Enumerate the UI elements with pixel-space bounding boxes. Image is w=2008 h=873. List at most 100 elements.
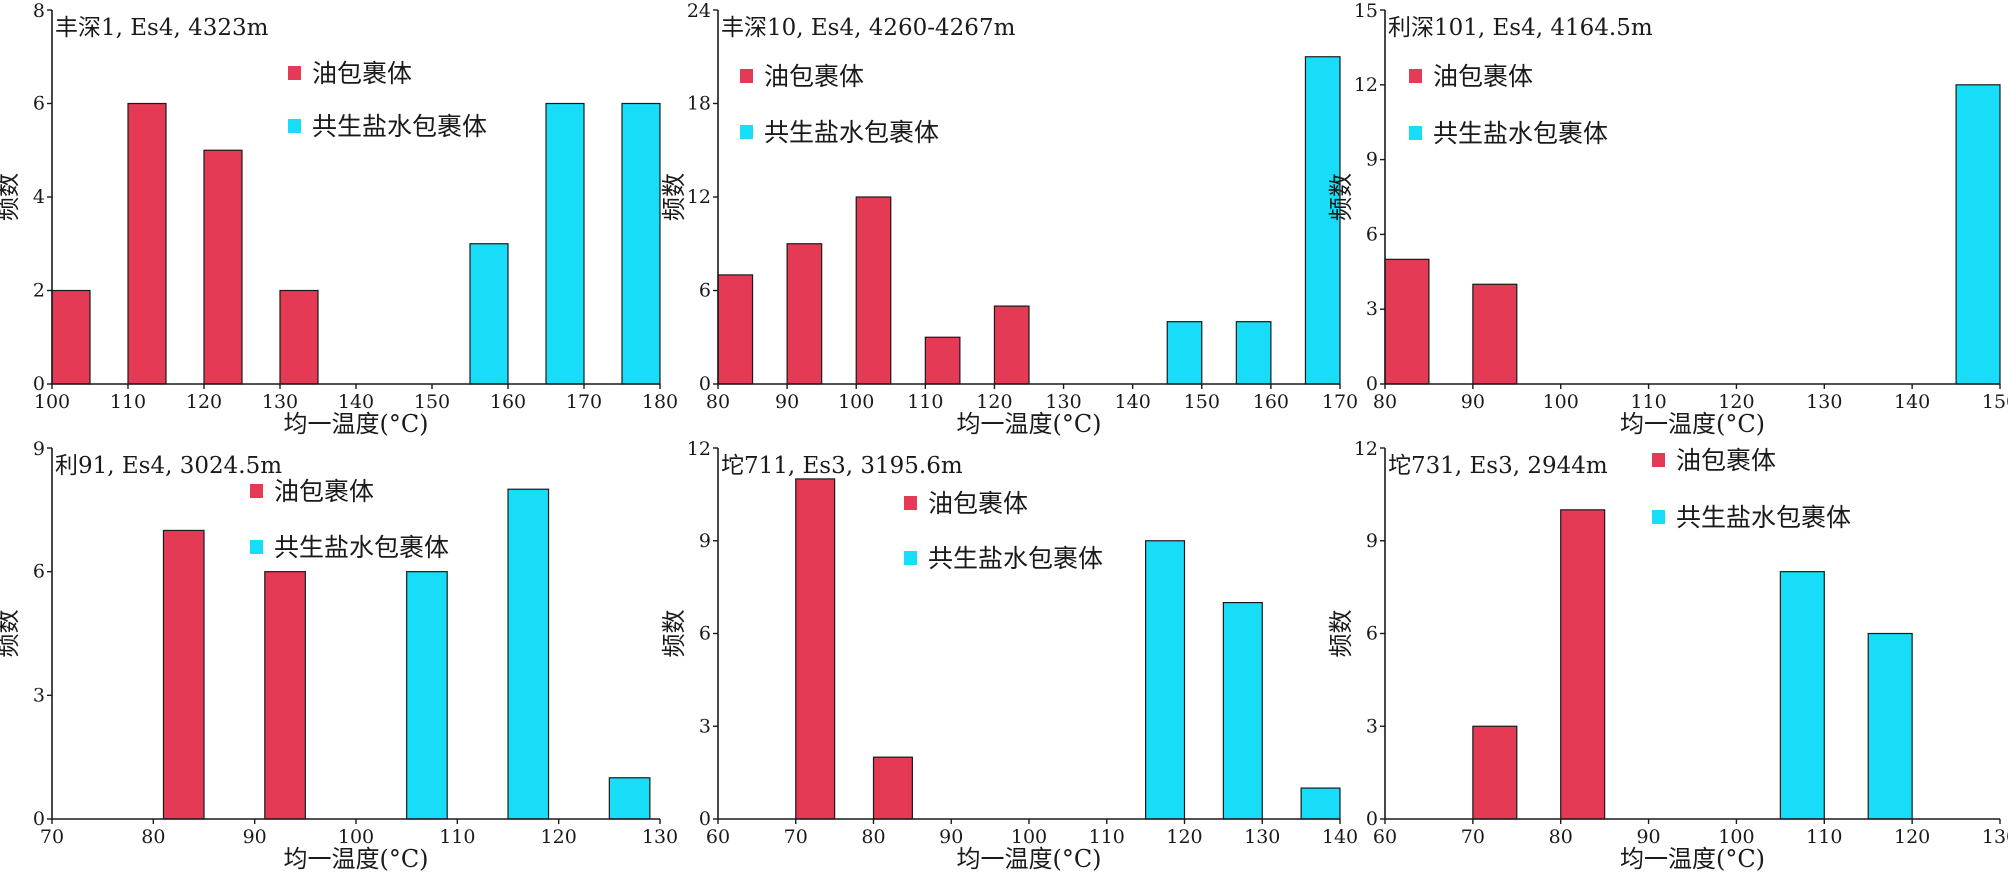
- y-tick-label: 0: [699, 808, 711, 830]
- x-tick-label: 120: [541, 826, 577, 848]
- y-tick-label: 8: [33, 0, 45, 22]
- y-tick-label: 12: [1354, 438, 1378, 460]
- y-tick-label: 0: [33, 373, 45, 395]
- x-tick-label: 100: [1011, 826, 1047, 848]
- brine-inclusion-bar: [1779, 571, 1825, 820]
- panel-title: 坨711, Es3, 3195.6m: [721, 453, 963, 479]
- brine-inclusion-bar: [1955, 84, 2001, 385]
- x-tick-label: 70: [40, 826, 64, 848]
- brine-inclusion-bar: [545, 102, 585, 385]
- y-axis-title: 频数: [1327, 173, 1355, 221]
- brine-inclusion-bar: [608, 777, 651, 820]
- x-tick-label: 100: [34, 391, 70, 413]
- oil-inclusion-bar: [924, 336, 961, 385]
- x-tick-label: 110: [110, 391, 146, 413]
- panel-title: 坨731, Es3, 2944m: [1388, 453, 1608, 479]
- x-tick-label: 160: [490, 391, 526, 413]
- x-tick-label: 100: [1543, 391, 1579, 413]
- y-tick-label: 6: [1366, 623, 1378, 645]
- x-tick-label: 150: [414, 391, 450, 413]
- legend-label-oil: 油包裹体: [1433, 62, 1533, 91]
- brine-inclusion-bar: [1145, 540, 1186, 820]
- x-tick-label: 170: [566, 391, 602, 413]
- chart-panel: 0 3 6 9 70 80 90 100 110 120 130 均一温度(°C) 频数 利91, Es4…: [0, 438, 678, 873]
- panel-title: 利91, Es4, 3024.5m: [55, 453, 282, 479]
- y-tick-label: 6: [33, 561, 45, 583]
- y-tick-label: 6: [699, 623, 711, 645]
- x-tick-label: 80: [706, 391, 730, 413]
- panel-title: 利深101, Es4, 4164.5m: [1388, 15, 1653, 41]
- y-tick-label: 12: [687, 438, 711, 460]
- legend-label-oil: 油包裹体: [274, 477, 374, 506]
- x-tick-label: 130: [642, 826, 678, 848]
- y-tick-label: 9: [1366, 530, 1378, 552]
- legend-swatch-oil: [288, 66, 301, 80]
- brine-inclusion-bar: [1304, 56, 1341, 385]
- y-tick-label: 12: [1354, 74, 1378, 96]
- x-tick-label: 120: [186, 391, 222, 413]
- x-tick-label: 110: [1630, 391, 1666, 413]
- y-axis-title: 频数: [0, 173, 22, 221]
- oil-inclusion-bar: [264, 571, 306, 820]
- y-axis-title: 频数: [0, 610, 22, 658]
- x-tick-label: 110: [1089, 826, 1125, 848]
- x-tick-label: 70: [784, 826, 808, 848]
- legend-label-brine: 共生盐水包裹体: [274, 533, 449, 562]
- chart-panel: 0 3 6 9 12 60 70 80 90 100 110 120 130 140 均一温度(°C) 频数 坨…: [660, 438, 1358, 873]
- y-tick-label: 15: [1354, 0, 1378, 22]
- legend-label-oil: 油包裹体: [1676, 446, 1776, 475]
- x-tick-label: 120: [976, 391, 1012, 413]
- brine-inclusion-bar: [507, 488, 550, 820]
- x-axis-title: 均一温度(°C): [1620, 410, 1765, 438]
- x-tick-label: 60: [706, 826, 730, 848]
- x-tick-label: 120: [1894, 826, 1930, 848]
- chart-panel: 0 3 6 9 12 15 80 90 100 110 120 130 140 150 均一温度(°C) 频数…: [1327, 0, 2008, 438]
- legend-swatch-oil: [904, 496, 917, 510]
- y-tick-label: 9: [699, 530, 711, 552]
- x-tick-label: 150: [1982, 391, 2008, 413]
- x-axis-title: 均一温度(°C): [956, 410, 1101, 438]
- y-tick-label: 3: [1366, 715, 1378, 737]
- y-tick-label: 6: [33, 93, 45, 115]
- x-tick-label: 100: [838, 391, 874, 413]
- panel-title: 丰深1, Es4, 4323m: [55, 15, 269, 41]
- legend-swatch-brine: [904, 551, 917, 565]
- brine-inclusion-bar: [621, 102, 661, 385]
- legend-swatch-brine: [250, 540, 263, 554]
- brine-inclusion-bar: [1235, 321, 1272, 385]
- legend-label-brine: 共生盐水包裹体: [1676, 503, 1851, 532]
- legend-label-brine: 共生盐水包裹体: [1433, 119, 1608, 148]
- y-axis-title: 频数: [1327, 610, 1355, 658]
- x-axis-title: 均一温度(°C): [956, 845, 1101, 873]
- x-tick-label: 90: [775, 391, 799, 413]
- y-tick-label: 9: [1366, 149, 1378, 171]
- x-tick-label: 100: [1718, 826, 1754, 848]
- oil-inclusion-bar: [872, 756, 913, 820]
- x-tick-label: 110: [1806, 826, 1842, 848]
- x-tick-label: 130: [1244, 826, 1280, 848]
- x-tick-label: 100: [338, 826, 374, 848]
- x-tick-label: 110: [907, 391, 943, 413]
- y-tick-label: 0: [699, 373, 711, 395]
- oil-inclusion-bar: [786, 243, 823, 385]
- x-tick-label: 90: [243, 826, 267, 848]
- y-tick-label: 18: [687, 93, 711, 115]
- chart-panel: 0 6 12 18 24 80 90 100 110 120 130 140 150 160 170 均一温度…: [660, 0, 1358, 438]
- x-tick-label: 130: [262, 391, 298, 413]
- y-tick-label: 6: [1366, 223, 1378, 245]
- y-tick-label: 24: [687, 0, 711, 22]
- x-tick-label: 120: [1166, 826, 1202, 848]
- x-tick-label: 80: [141, 826, 165, 848]
- brine-inclusion-bar: [1867, 632, 1913, 820]
- legend-label-brine: 共生盐水包裹体: [764, 118, 939, 147]
- x-tick-label: 80: [1373, 391, 1397, 413]
- legend-swatch-oil: [250, 484, 263, 498]
- legend-label-oil: 油包裹体: [928, 489, 1028, 518]
- x-tick-label: 80: [861, 826, 885, 848]
- x-tick-label: 90: [1461, 391, 1485, 413]
- oil-inclusion-bar: [203, 149, 243, 385]
